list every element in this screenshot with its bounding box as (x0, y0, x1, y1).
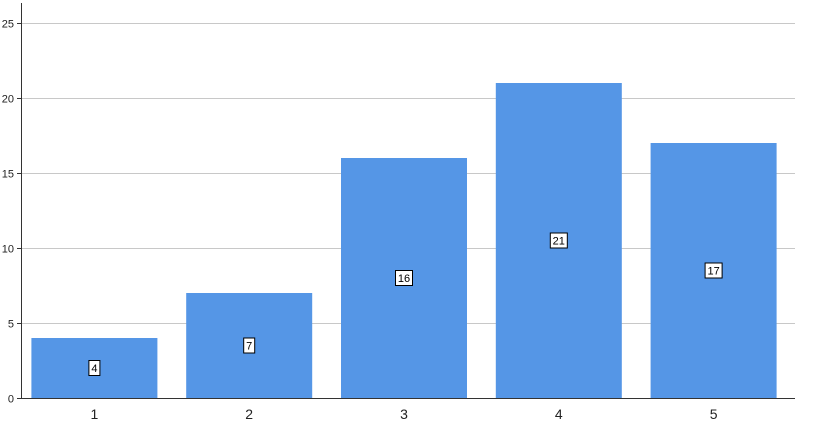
y-tick-label-10: 10 (2, 244, 14, 256)
y-tick-label-25: 25 (2, 19, 14, 31)
x-tick-label-3: 3 (400, 406, 408, 422)
x-tick-label-1: 1 (91, 406, 99, 422)
data-labels: 4 7 16 21 17 (88, 232, 723, 376)
data-label-1: 4 (91, 363, 97, 375)
bars (31, 83, 777, 398)
data-label-box-2 (243, 337, 256, 354)
data-label-4: 21 (553, 236, 565, 248)
x-tick-label-5: 5 (710, 406, 718, 422)
axes: 0 5 10 15 20 25 1 2 3 4 5 (2, 3, 795, 422)
data-label-box-5 (704, 262, 723, 279)
data-label-3: 16 (398, 273, 410, 285)
x-tick-label-2: 2 (245, 406, 253, 422)
data-label-box-4 (549, 232, 568, 249)
x-tick-label-4: 4 (555, 406, 563, 422)
data-label-2: 7 (246, 341, 252, 353)
data-label-box-1 (88, 360, 101, 376)
data-label-box-3 (395, 270, 413, 286)
y-tick-label-5: 5 (8, 319, 14, 331)
y-tick-label-20: 20 (2, 94, 14, 106)
y-tick-label-0: 0 (8, 394, 14, 406)
data-label-5: 17 (707, 266, 719, 278)
y-tick-label-15: 15 (2, 169, 14, 181)
